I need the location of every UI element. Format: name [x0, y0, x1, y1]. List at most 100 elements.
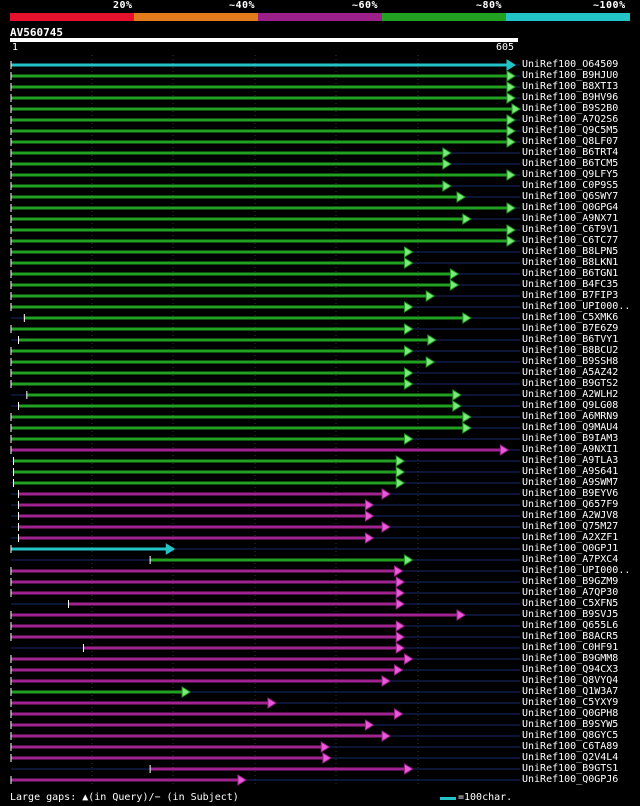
- hit-label[interactable]: UniRef100_Q655L6: [522, 620, 619, 631]
- hit-row[interactable]: [10, 356, 520, 368]
- hit-row[interactable]: [10, 180, 520, 192]
- hit-row[interactable]: [11, 400, 520, 412]
- hit-row[interactable]: [10, 169, 520, 181]
- hit-row[interactable]: [10, 147, 520, 159]
- hit-label[interactable]: UniRef100_UPI000..: [522, 565, 631, 576]
- hit-row[interactable]: [10, 70, 520, 82]
- hit-row[interactable]: [10, 103, 521, 115]
- hit-row[interactable]: [11, 466, 520, 478]
- hit-label[interactable]: UniRef100_C0HF91: [522, 642, 619, 653]
- hit-label[interactable]: UniRef100_B7E6Z9: [522, 323, 619, 334]
- hit-label[interactable]: UniRef100_B8ACR5: [522, 631, 619, 642]
- hit-label[interactable]: UniRef100_Q8LF07: [522, 136, 619, 147]
- hit-label[interactable]: UniRef100_Q1W3A7: [522, 686, 619, 697]
- hit-row[interactable]: [11, 389, 520, 401]
- hit-label[interactable]: UniRef100_Q6SWY7: [522, 191, 619, 202]
- hit-row[interactable]: [10, 191, 520, 203]
- hit-row[interactable]: [10, 224, 520, 236]
- hit-row[interactable]: [10, 620, 520, 632]
- hit-row[interactable]: [11, 455, 520, 467]
- hit-label[interactable]: UniRef100_A7PXC4: [522, 554, 619, 565]
- hit-row[interactable]: [10, 675, 520, 687]
- hit-label[interactable]: UniRef100_B9S2B0: [522, 103, 619, 114]
- hit-row[interactable]: [11, 488, 520, 500]
- hit-label[interactable]: UniRef100_C0P9S5: [522, 180, 619, 191]
- hit-row[interactable]: [11, 554, 520, 566]
- hit-row[interactable]: [10, 741, 520, 753]
- hit-label[interactable]: UniRef100_B6TCM5: [522, 158, 619, 169]
- hit-row[interactable]: [10, 257, 520, 269]
- hit-row[interactable]: [11, 521, 520, 533]
- hit-label[interactable]: UniRef100_A2WJV8: [522, 510, 619, 521]
- hit-label[interactable]: UniRef100_B9EYV6: [522, 488, 619, 499]
- hit-row[interactable]: [10, 686, 520, 698]
- hit-row[interactable]: [10, 290, 520, 302]
- hit-label[interactable]: UniRef100_B7FIP3: [522, 290, 619, 301]
- hit-row[interactable]: [11, 499, 520, 511]
- hit-row[interactable]: [10, 378, 520, 390]
- hit-label[interactable]: UniRef100_B8LKN1: [522, 257, 619, 268]
- hit-label[interactable]: UniRef100_A2XZF1: [522, 532, 619, 543]
- hit-label[interactable]: UniRef100_B9SVJ5: [522, 609, 619, 620]
- hit-label[interactable]: UniRef100_Q0GPG4: [522, 202, 619, 213]
- hit-row[interactable]: [10, 246, 520, 258]
- hit-row[interactable]: [10, 433, 520, 445]
- hit-row[interactable]: [10, 422, 520, 434]
- hit-label[interactable]: UniRef100_Q9LG08: [522, 400, 619, 411]
- hit-label[interactable]: UniRef100_B9GMM8: [522, 653, 619, 664]
- hit-label[interactable]: UniRef100_Q9C5M5: [522, 125, 619, 136]
- hit-label[interactable]: UniRef100_B6TGN1: [522, 268, 619, 279]
- hit-row[interactable]: [10, 81, 520, 93]
- hit-row[interactable]: [10, 114, 520, 126]
- hit-row[interactable]: [11, 312, 520, 324]
- hit-label[interactable]: UniRef100_A9NXI1: [522, 444, 619, 455]
- hit-label[interactable]: UniRef100_B9HV96: [522, 92, 619, 103]
- hit-label[interactable]: UniRef100_B9GZM9: [522, 576, 619, 587]
- hit-label[interactable]: UniRef100_A9SWM7: [522, 477, 619, 488]
- hit-row[interactable]: [11, 642, 520, 654]
- hit-row[interactable]: [10, 411, 520, 423]
- hit-label[interactable]: UniRef100_B9IAM3: [522, 433, 619, 444]
- hit-row[interactable]: [10, 774, 520, 786]
- hit-row[interactable]: [11, 532, 520, 544]
- hit-row[interactable]: [10, 202, 520, 214]
- hit-label[interactable]: UniRef100_B9SYW5: [522, 719, 619, 730]
- hit-row[interactable]: [10, 345, 520, 357]
- hit-row[interactable]: [10, 653, 520, 665]
- hit-row[interactable]: [10, 697, 520, 709]
- hit-label[interactable]: UniRef100_B9GTS2: [522, 378, 619, 389]
- hit-row[interactable]: [10, 609, 520, 621]
- hit-row[interactable]: [11, 334, 520, 346]
- hit-row[interactable]: [10, 279, 520, 291]
- hit-label[interactable]: UniRef100_Q657F9: [522, 499, 619, 510]
- hit-row[interactable]: [10, 543, 520, 555]
- hit-label[interactable]: UniRef100_Q0GPJ6: [522, 774, 619, 785]
- hit-label[interactable]: UniRef100_Q8VYQ4: [522, 675, 619, 686]
- hit-label[interactable]: UniRef100_B9SSH8: [522, 356, 619, 367]
- hit-row[interactable]: [10, 708, 520, 720]
- hit-label[interactable]: UniRef100_Q9MAU4: [522, 422, 619, 433]
- hit-label[interactable]: UniRef100_B9HJU0: [522, 70, 619, 81]
- hit-row[interactable]: [10, 301, 520, 313]
- hit-label[interactable]: UniRef100_C6T9V1: [522, 224, 619, 235]
- hit-label[interactable]: UniRef100_C5XMK6: [522, 312, 619, 323]
- hit-label[interactable]: UniRef100_A5AZ42: [522, 367, 619, 378]
- hit-label[interactable]: UniRef100_A7Q2S6: [522, 114, 619, 125]
- hit-label[interactable]: UniRef100_C5XFN5: [522, 598, 619, 609]
- hit-label[interactable]: UniRef100_B8XTI3: [522, 81, 619, 92]
- hit-label[interactable]: UniRef100_B8BCU2: [522, 345, 619, 356]
- hit-row[interactable]: [11, 598, 520, 610]
- hit-label[interactable]: UniRef100_B9GTS1: [522, 763, 619, 774]
- hit-row[interactable]: [10, 268, 520, 280]
- hit-label[interactable]: UniRef100_B8LPN5: [522, 246, 619, 257]
- hit-row[interactable]: [10, 719, 520, 731]
- hit-row[interactable]: [10, 158, 520, 170]
- hit-label[interactable]: UniRef100_B4FC35: [522, 279, 619, 290]
- hit-label[interactable]: UniRef100_Q0GPH8: [522, 708, 619, 719]
- hit-label[interactable]: UniRef100_C6TA89: [522, 741, 619, 752]
- hit-label[interactable]: UniRef100_A9NX71: [522, 213, 619, 224]
- hit-row[interactable]: [10, 664, 520, 676]
- hit-row[interactable]: [10, 444, 520, 456]
- hit-row[interactable]: [10, 136, 520, 148]
- hit-row[interactable]: [10, 730, 520, 742]
